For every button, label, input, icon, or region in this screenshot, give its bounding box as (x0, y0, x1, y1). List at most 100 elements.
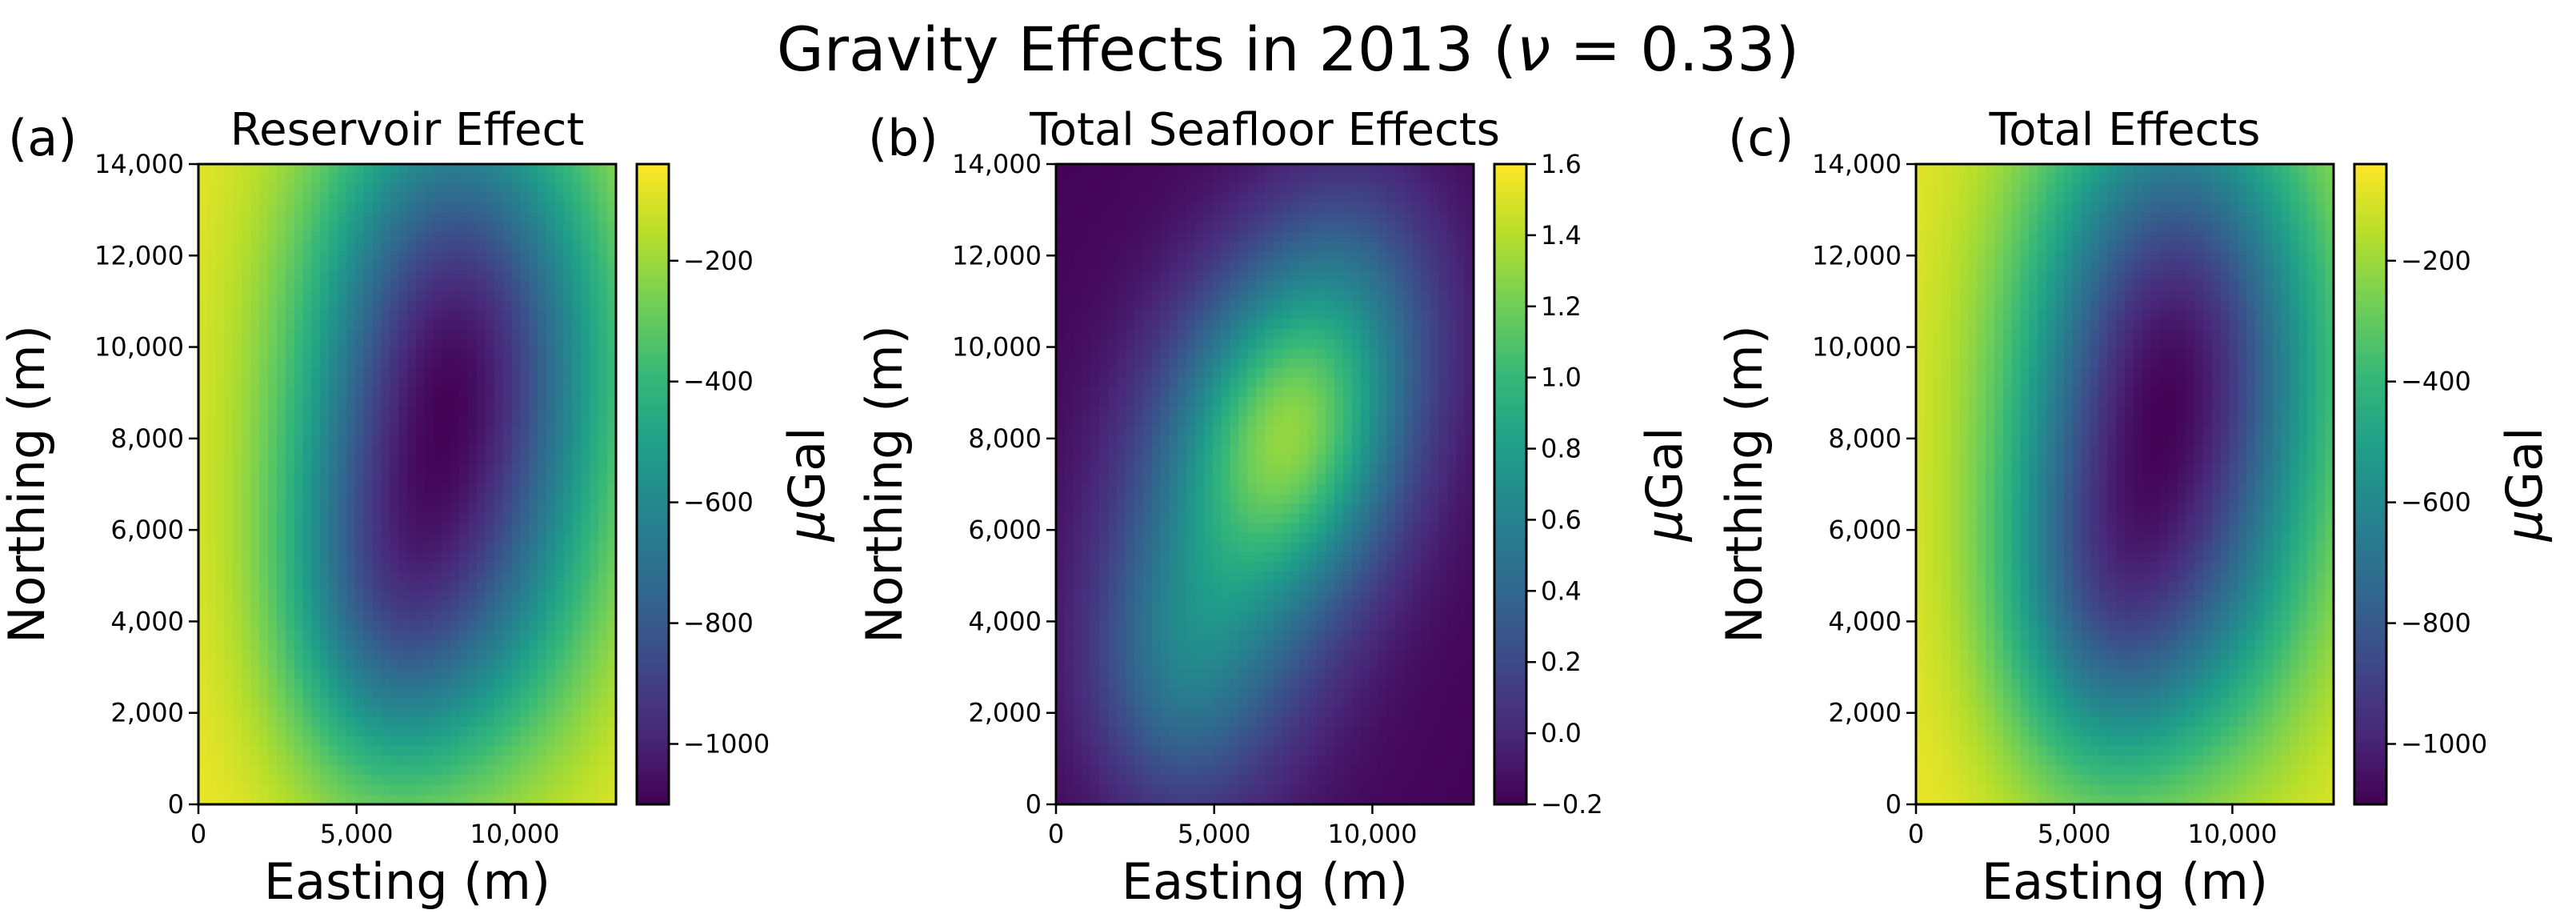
heatmap-cell (302, 174, 312, 184)
heatmap-cell (1273, 426, 1283, 436)
heatmap-cell (1082, 474, 1092, 485)
heatmap-cell (1073, 377, 1083, 388)
heatmap-cell (1395, 339, 1405, 349)
heatmap-cell (276, 784, 286, 796)
heatmap-cell (1360, 484, 1370, 495)
heatmap-cell (1369, 348, 1378, 359)
heatmap-cell (320, 794, 330, 805)
heatmap-cell (450, 649, 460, 659)
heatmap-cell (477, 551, 486, 563)
colorbar-segment (637, 498, 669, 503)
heatmap-cell (320, 687, 330, 699)
heatmap-cell (415, 639, 426, 650)
heatmap-cell (572, 697, 582, 708)
heatmap-cell (1342, 309, 1353, 320)
heatmap-cell (1134, 358, 1144, 369)
heatmap-cell (459, 464, 469, 475)
heatmap-cell (1265, 164, 1274, 174)
heatmap-cell (233, 523, 242, 534)
heatmap-cell (1386, 222, 1396, 233)
heatmap-cell (1186, 261, 1196, 271)
heatmap-cell (1282, 222, 1292, 233)
heatmap-cell (242, 784, 251, 796)
heatmap-cell (338, 736, 347, 747)
heatmap-cell (572, 687, 582, 699)
heatmap-cell (1282, 193, 1292, 204)
heatmap-cell (198, 222, 208, 233)
heatmap-cell (1386, 464, 1396, 475)
heatmap-cell (1178, 202, 1187, 214)
heatmap-cell (294, 542, 304, 553)
heatmap-cell (276, 193, 286, 204)
heatmap-cell (563, 765, 574, 776)
heatmap-cell (294, 746, 304, 756)
heatmap-cell (338, 329, 347, 339)
heatmap-cell (598, 280, 608, 291)
heatmap-cell (607, 784, 617, 796)
heatmap-cell (1430, 183, 1440, 194)
heatmap-cell (442, 707, 451, 718)
heatmap-cell (442, 697, 451, 708)
heatmap-cell (1230, 174, 1239, 184)
heatmap-cell (1126, 193, 1135, 204)
heatmap-cell (1412, 261, 1422, 271)
heatmap-cell (1099, 494, 1109, 504)
heatmap-cell (546, 309, 556, 320)
heatmap-cell (1334, 377, 1344, 388)
heatmap-cell (581, 348, 590, 359)
heatmap-cell (1117, 407, 1126, 417)
heatmap-cell (1056, 193, 1066, 204)
heatmap-cell (215, 348, 226, 359)
heatmap-cell (1256, 261, 1266, 271)
heatmap-cell (485, 358, 495, 369)
heatmap-cell (590, 523, 599, 534)
heatmap-cell (1342, 261, 1353, 271)
heatmap-cell (320, 426, 330, 436)
heatmap-cell (538, 775, 547, 786)
heatmap-cell (1334, 183, 1344, 194)
heatmap-cell (1334, 261, 1344, 271)
heatmap-cell (415, 367, 426, 379)
heatmap-cell (511, 445, 521, 456)
colorbar-segment (637, 411, 669, 416)
heatmap-cell (1082, 329, 1092, 339)
colorbar-segment (637, 424, 669, 431)
heatmap-1 (198, 164, 617, 805)
heatmap-cell (1369, 164, 1378, 174)
heatmap-cell (1082, 261, 1092, 271)
heatmap-cell (206, 629, 217, 640)
heatmap-cell (1317, 416, 1326, 427)
heatmap-cell (494, 183, 504, 194)
heatmap-cell (198, 746, 208, 756)
heatmap-cell (1099, 464, 1109, 475)
heatmap-cell (1404, 329, 1414, 339)
heatmap-cell (468, 775, 478, 786)
heatmap-cell (1265, 464, 1274, 475)
heatmap-cell (381, 561, 390, 572)
heatmap-cell (1308, 416, 1318, 427)
heatmap-cell (468, 280, 478, 291)
heatmap-cell (1082, 174, 1092, 184)
heatmap-cell (1386, 377, 1396, 388)
heatmap-cell (1430, 387, 1440, 398)
heatmap-cell (581, 678, 590, 689)
heatmap-cell (1465, 464, 1474, 475)
heatmap-cell (572, 329, 582, 339)
heatmap-cell (311, 174, 321, 184)
heatmap-cell (1438, 193, 1448, 204)
heatmap-cell (259, 435, 269, 447)
heatmap-cell (346, 659, 356, 669)
heatmap-cell (468, 339, 478, 349)
heatmap-cell (415, 290, 426, 301)
heatmap-cell (1186, 329, 1196, 339)
heatmap-cell (477, 222, 486, 233)
heatmap-cell (320, 716, 330, 728)
heatmap-cell (398, 164, 408, 174)
heatmap-cell (459, 193, 469, 204)
heatmap-cell (1108, 222, 1118, 233)
heatmap-cell (1073, 407, 1083, 417)
heatmap-cell (554, 619, 565, 631)
heatmap-cell (198, 687, 208, 699)
heatmap-cell (311, 435, 321, 447)
heatmap-cell (1142, 494, 1153, 504)
